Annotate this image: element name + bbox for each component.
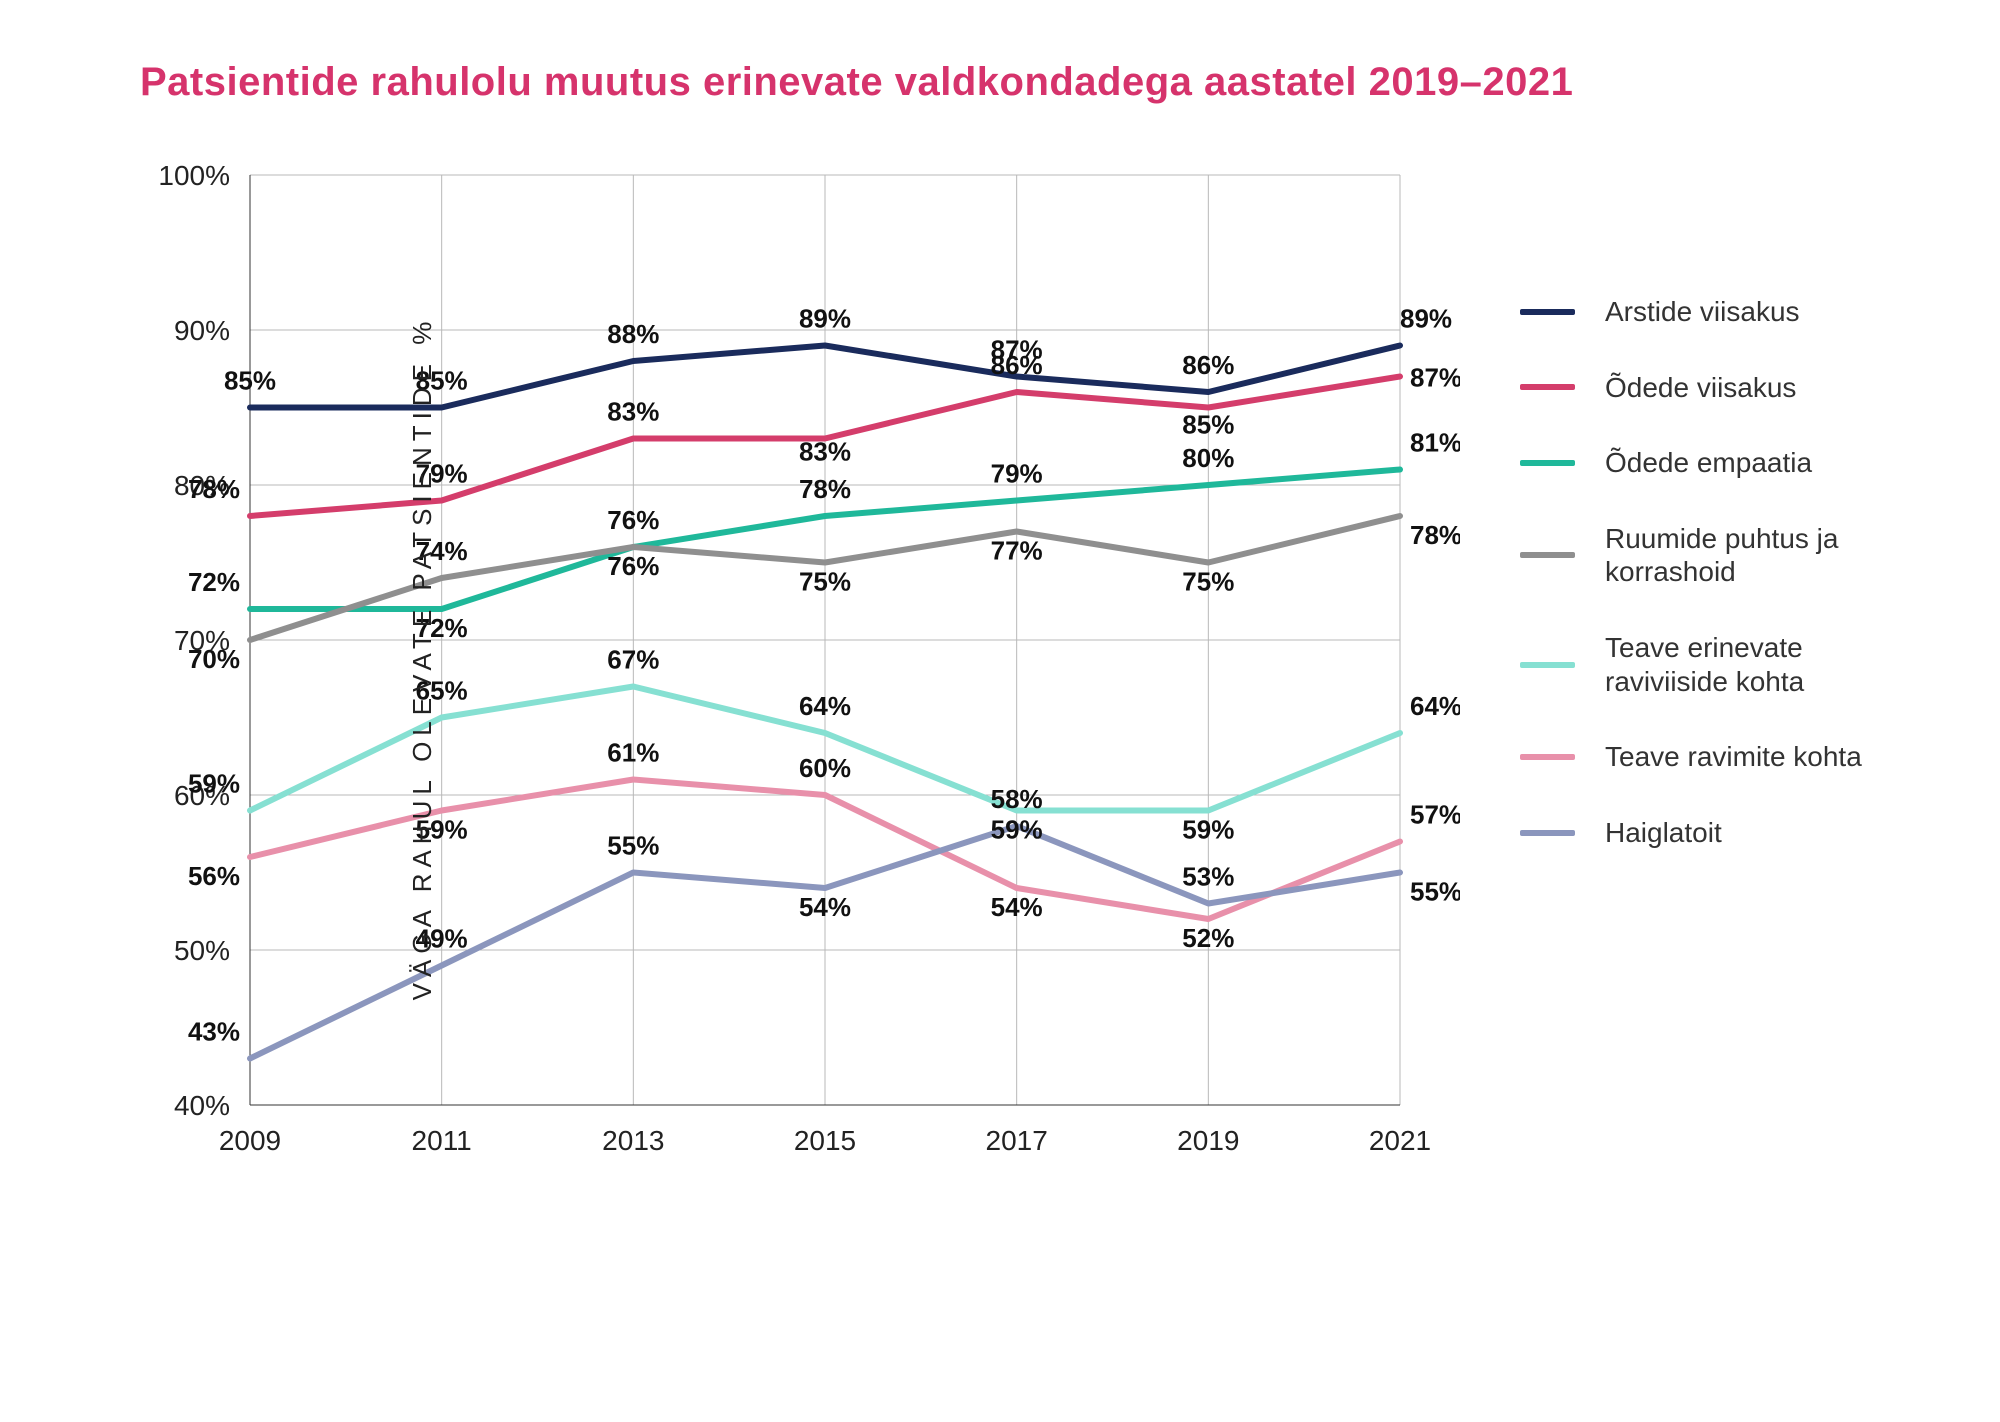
legend-swatch xyxy=(1520,754,1575,760)
x-tick-label: 2017 xyxy=(986,1125,1048,1156)
data-label: 85% xyxy=(1182,410,1234,440)
page: Patsientide rahulolu muutus erinevate va… xyxy=(0,0,2000,1422)
data-label: 87% xyxy=(1410,363,1460,393)
data-label: 86% xyxy=(991,350,1043,380)
y-tick-label: 50% xyxy=(174,935,230,966)
data-label: 67% xyxy=(607,645,659,675)
data-label: 64% xyxy=(1410,691,1460,721)
data-label: 75% xyxy=(1182,567,1234,597)
x-tick-label: 2015 xyxy=(794,1125,856,1156)
legend-item: Teave erinevate raviviiside kohta xyxy=(1520,631,1865,698)
legend-label: Arstide viisakus xyxy=(1605,295,1800,329)
chart-row: VÄGA RAHUL OLEVATE PATSIENTIDE % 40% 50% 6… xyxy=(100,115,1900,1200)
data-label: 59% xyxy=(188,769,240,799)
legend-label: Õdede empaatia xyxy=(1605,446,1812,480)
data-label: 54% xyxy=(991,892,1043,922)
data-label: 43% xyxy=(188,1017,240,1047)
x-tick-label: 2019 xyxy=(1177,1125,1239,1156)
data-label: 64% xyxy=(799,691,851,721)
legend-item: Arstide viisakus xyxy=(1520,295,1865,329)
data-label: 86% xyxy=(1182,350,1234,380)
y-tick-label: 90% xyxy=(174,315,230,346)
legend-item: Ruumide puhtus ja korrashoid xyxy=(1520,522,1865,589)
data-label: 58% xyxy=(991,784,1043,814)
data-label: 88% xyxy=(607,319,659,349)
y-tick-label: 100% xyxy=(158,160,230,191)
data-label: 81% xyxy=(1410,428,1460,458)
y-tick-label: 40% xyxy=(174,1090,230,1121)
legend-label: Ruumide puhtus ja korrashoid xyxy=(1605,522,1865,589)
legend-swatch xyxy=(1520,830,1575,836)
data-label: 78% xyxy=(188,474,240,504)
legend: Arstide viisakus Õdede viisakus Õdede empa… xyxy=(1520,295,1865,849)
data-label: 85% xyxy=(224,366,276,396)
data-label: 78% xyxy=(1410,520,1460,550)
data-label: 52% xyxy=(1182,923,1234,953)
legend-swatch xyxy=(1520,384,1575,390)
line-chart: 40% 50% 60% 70% 80% 90% 100% 2009 2011 2013 2015 20… xyxy=(100,115,1460,1195)
legend-item: Teave ravimite kohta xyxy=(1520,740,1865,774)
legend-label: Teave erinevate raviviiside kohta xyxy=(1605,631,1865,698)
legend-item: Õdede empaatia xyxy=(1520,446,1865,480)
chart-title: Patsientide rahulolu muutus erinevate va… xyxy=(140,60,1900,105)
data-label: 57% xyxy=(1410,800,1460,830)
data-label: 61% xyxy=(607,738,659,768)
y-axis-label: VÄGA RAHUL OLEVATE PATSIENTIDE % xyxy=(407,315,438,1000)
data-label: 89% xyxy=(799,304,851,334)
data-label: 80% xyxy=(1182,443,1234,473)
legend-label: Teave ravimite kohta xyxy=(1605,740,1862,774)
data-label: 56% xyxy=(188,861,240,891)
data-label: 78% xyxy=(799,474,851,504)
legend-swatch xyxy=(1520,552,1575,558)
data-label: 54% xyxy=(799,892,851,922)
legend-swatch xyxy=(1520,662,1575,668)
legend-item: Haiglatoit xyxy=(1520,816,1865,850)
data-label: 76% xyxy=(607,505,659,535)
data-label: 76% xyxy=(607,551,659,581)
data-label: 83% xyxy=(607,397,659,427)
x-tick-label: 2011 xyxy=(412,1125,472,1156)
legend-swatch xyxy=(1520,309,1575,315)
data-label: 79% xyxy=(991,459,1043,489)
data-label: 55% xyxy=(607,831,659,861)
data-label: 55% xyxy=(1410,877,1460,907)
data-label: 60% xyxy=(799,753,851,783)
data-label: 83% xyxy=(799,437,851,467)
data-label: 75% xyxy=(799,567,851,597)
data-label: 53% xyxy=(1182,862,1234,892)
x-tick-label: 2013 xyxy=(602,1125,664,1156)
legend-swatch xyxy=(1520,460,1575,466)
data-label: 70% xyxy=(188,644,240,674)
data-label: 59% xyxy=(991,815,1043,845)
legend-item: Õdede viisakus xyxy=(1520,371,1865,405)
x-tick-label: 2009 xyxy=(219,1125,281,1156)
legend-label: Haiglatoit xyxy=(1605,816,1722,850)
data-label: 89% xyxy=(1400,304,1452,334)
x-tick-label: 2021 xyxy=(1369,1125,1431,1156)
data-label: 72% xyxy=(188,567,240,597)
data-label: 59% xyxy=(1182,815,1234,845)
legend-label: Õdede viisakus xyxy=(1605,371,1796,405)
data-label: 77% xyxy=(991,536,1043,566)
chart-wrap: VÄGA RAHUL OLEVATE PATSIENTIDE % 40% 50% 6… xyxy=(100,115,1460,1200)
